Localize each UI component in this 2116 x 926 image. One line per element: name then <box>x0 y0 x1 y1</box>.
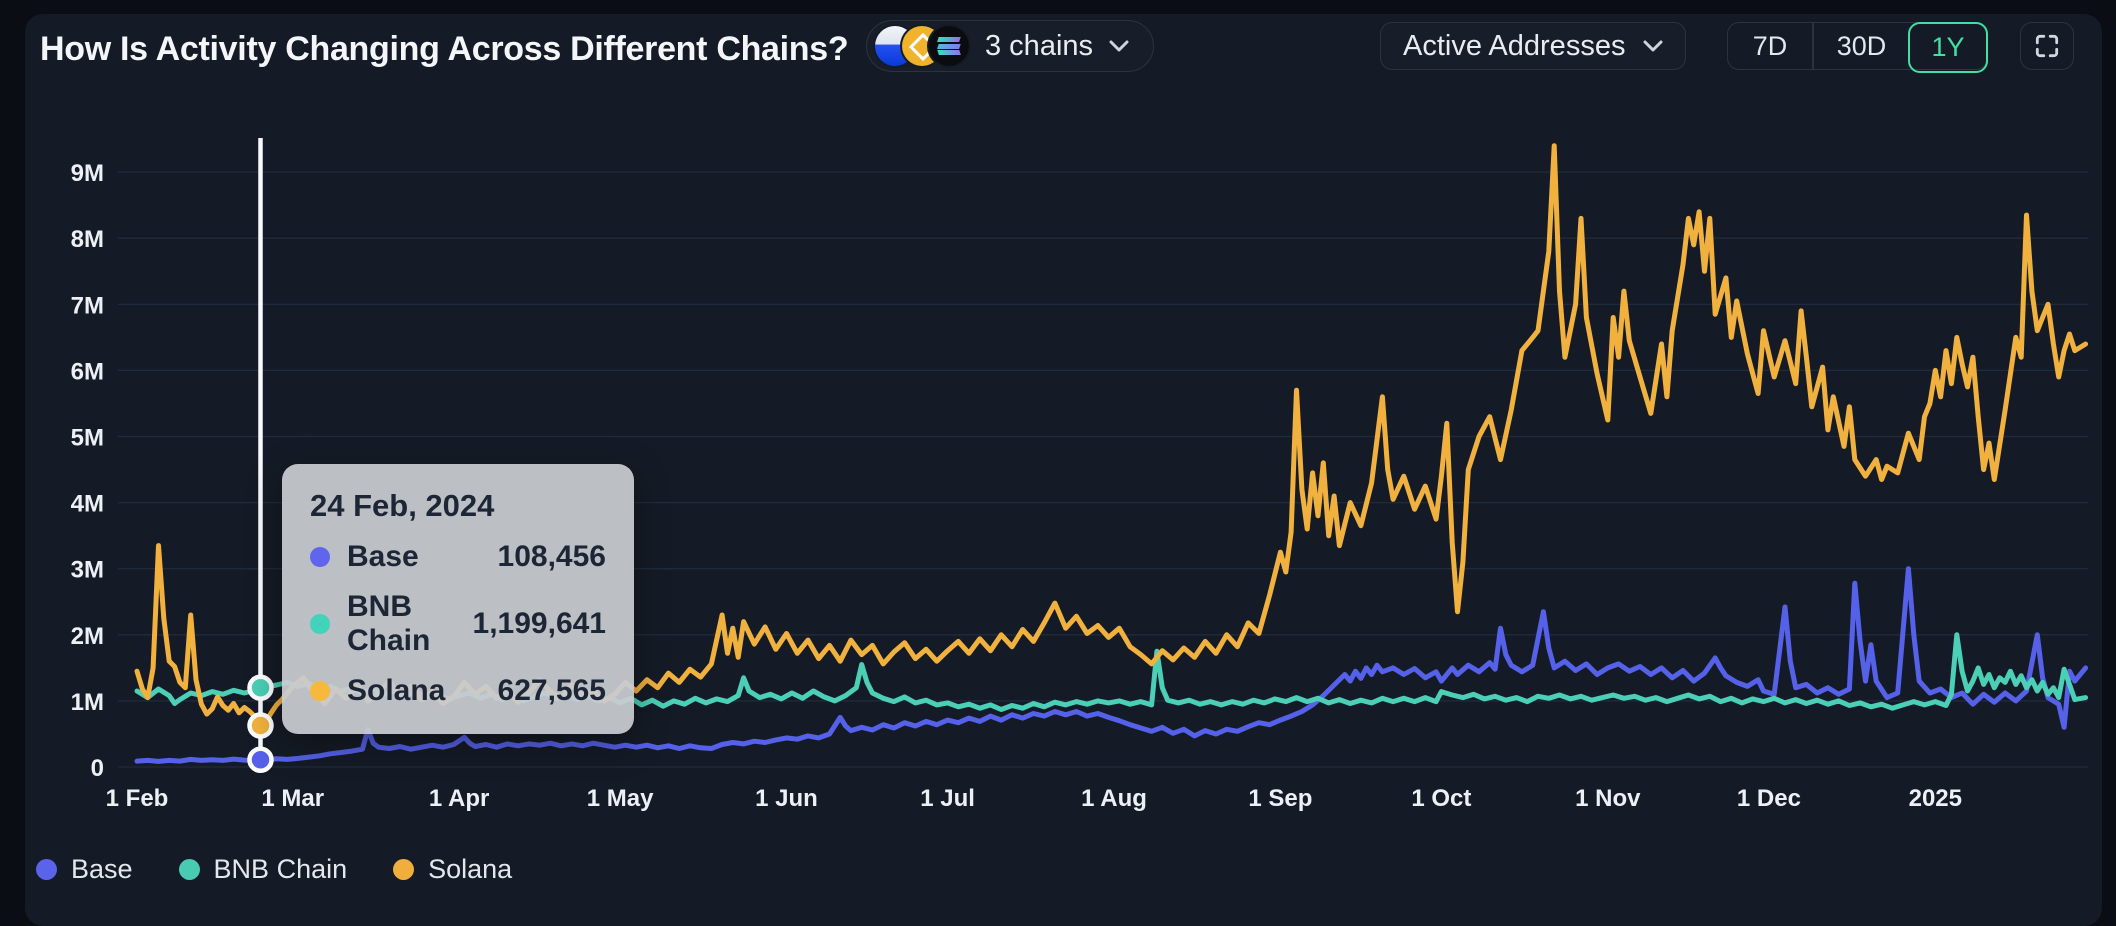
solana-chain-icon <box>929 26 969 66</box>
legend-label: Solana <box>428 854 513 884</box>
svg-text:1M: 1M <box>71 689 104 716</box>
svg-text:9M: 9M <box>71 160 104 187</box>
svg-text:1 Feb: 1 Feb <box>106 785 169 812</box>
chart-tooltip: 24 Feb, 2024 Base 108,456 BNB Chain 1,19… <box>282 464 634 734</box>
legend-label: Base <box>71 854 133 884</box>
tooltip-series-name: Base <box>347 540 419 573</box>
svg-text:2M: 2M <box>71 623 104 650</box>
svg-text:4M: 4M <box>71 491 104 518</box>
base-series-dot <box>310 547 330 567</box>
fullscreen-button[interactable] <box>2020 22 2074 70</box>
bnb-series-dot <box>310 614 330 634</box>
base-legend-dot <box>36 859 57 880</box>
tooltip-row-base: Base 108,456 <box>310 540 606 574</box>
chart-legend: Base BNB Chain Solana <box>36 854 512 885</box>
svg-text:1 Jul: 1 Jul <box>920 785 975 812</box>
svg-text:1 Apr: 1 Apr <box>429 785 489 812</box>
svg-text:0: 0 <box>91 755 104 782</box>
tooltip-row-solana: Solana 627,565 <box>310 674 606 708</box>
time-range-1y-selected[interactable]: 1Y <box>1908 21 1988 73</box>
tooltip-series-value: 627,565 <box>497 674 606 707</box>
svg-text:7M: 7M <box>71 292 104 319</box>
tooltip-series-name: Solana <box>347 674 446 707</box>
svg-text:1 Nov: 1 Nov <box>1575 785 1641 812</box>
svg-text:8M: 8M <box>71 226 104 253</box>
legend-item-bnb-chain[interactable]: BNB Chain <box>178 854 348 885</box>
metric-dropdown-value: Active Addresses <box>1403 29 1626 62</box>
svg-text:3M: 3M <box>71 557 104 584</box>
legend-item-base[interactable]: Base <box>36 854 133 885</box>
page-title: How Is Activity Changing Across Differen… <box>40 30 849 68</box>
chain-icons <box>875 26 969 66</box>
chain-selector-label: 3 chains <box>985 29 1094 62</box>
svg-text:1 Jun: 1 Jun <box>755 785 818 812</box>
tooltip-row-bnb-chain: BNB Chain 1,199,641 <box>310 590 606 658</box>
svg-text:1 Sep: 1 Sep <box>1248 785 1312 812</box>
svg-text:1 Aug: 1 Aug <box>1081 785 1147 812</box>
legend-item-solana[interactable]: Solana <box>393 854 512 885</box>
metric-dropdown[interactable]: Active Addresses <box>1380 22 1687 70</box>
tooltip-series-value: 1,199,641 <box>472 607 606 640</box>
tooltip-series-value: 108,456 <box>497 540 606 573</box>
svg-text:1 Oct: 1 Oct <box>1411 785 1471 812</box>
tooltip-date: 24 Feb, 2024 <box>310 488 495 523</box>
expand-icon <box>2035 34 2059 58</box>
chain-selector-button[interactable]: 3 chains <box>866 20 1155 72</box>
tooltip-series-name: BNB Chain <box>347 590 431 657</box>
time-range-30d[interactable]: 30D <box>1836 30 1887 61</box>
chevron-down-icon <box>1109 40 1129 52</box>
legend-label: BNB Chain <box>213 854 348 884</box>
svg-text:5M: 5M <box>71 425 104 452</box>
svg-text:1 May: 1 May <box>587 785 654 812</box>
svg-text:1 Dec: 1 Dec <box>1737 785 1801 812</box>
svg-text:6M: 6M <box>71 358 104 385</box>
solana-series-dot <box>310 681 330 701</box>
time-range-group: 7D 30D 1Y <box>1727 21 1988 73</box>
svg-text:2025: 2025 <box>1909 785 1962 812</box>
svg-text:1 Mar: 1 Mar <box>261 785 324 812</box>
bnb-legend-dot <box>178 859 200 880</box>
divider <box>1812 23 1814 69</box>
chevron-down-icon <box>1643 40 1663 52</box>
solana-legend-dot <box>393 859 415 880</box>
time-range-7d[interactable]: 7D <box>1752 30 1788 61</box>
